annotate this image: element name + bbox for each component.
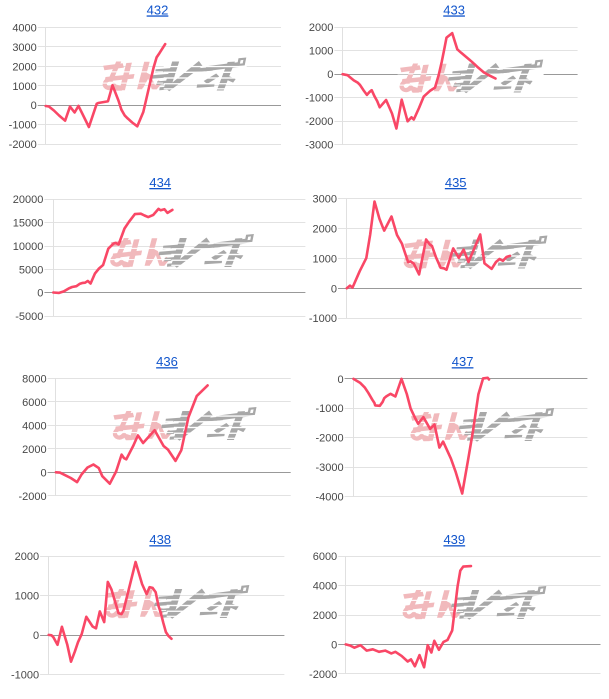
svg-text:1000: 1000 bbox=[15, 591, 39, 603]
svg-text:0: 0 bbox=[40, 467, 46, 479]
svg-text:-5000: -5000 bbox=[15, 311, 43, 323]
svg-text:-4000: -4000 bbox=[315, 492, 343, 504]
svg-text:6000: 6000 bbox=[22, 397, 46, 409]
svg-text:2000: 2000 bbox=[12, 61, 36, 73]
svg-text:-1000: -1000 bbox=[305, 93, 333, 105]
svg-text:437: 437 bbox=[452, 354, 474, 369]
svg-text:0: 0 bbox=[337, 374, 343, 386]
svg-text:435: 435 bbox=[445, 175, 467, 190]
svg-text:0: 0 bbox=[331, 639, 337, 651]
svg-text:15000: 15000 bbox=[13, 218, 44, 230]
svg-text:432: 432 bbox=[147, 2, 169, 17]
svg-text:5000: 5000 bbox=[19, 264, 43, 276]
svg-text:10000: 10000 bbox=[13, 241, 44, 253]
svg-text:-1000: -1000 bbox=[309, 313, 337, 325]
svg-text:4000: 4000 bbox=[12, 22, 36, 34]
svg-text:1000: 1000 bbox=[313, 253, 337, 265]
svg-text:-3000: -3000 bbox=[305, 140, 333, 152]
svg-text:-1000: -1000 bbox=[11, 669, 39, 681]
svg-text:-3000: -3000 bbox=[315, 462, 343, 474]
svg-text:2000: 2000 bbox=[15, 551, 39, 563]
svg-text:0: 0 bbox=[327, 69, 333, 81]
svg-text:8000: 8000 bbox=[22, 373, 46, 385]
svg-text:-1000: -1000 bbox=[315, 403, 343, 415]
svg-text:3000: 3000 bbox=[313, 194, 337, 206]
svg-text:-2000: -2000 bbox=[315, 433, 343, 445]
svg-text:3000: 3000 bbox=[12, 42, 36, 54]
svg-text:0: 0 bbox=[31, 100, 37, 112]
svg-text:436: 436 bbox=[156, 354, 178, 369]
svg-text:0: 0 bbox=[331, 283, 337, 295]
svg-text:434: 434 bbox=[149, 175, 171, 190]
svg-text:2000: 2000 bbox=[309, 22, 333, 34]
svg-text:-2000: -2000 bbox=[309, 669, 337, 681]
svg-text:433: 433 bbox=[443, 2, 465, 17]
svg-text:-2000: -2000 bbox=[305, 116, 333, 128]
svg-text:2000: 2000 bbox=[22, 444, 46, 456]
svg-text:4000: 4000 bbox=[22, 420, 46, 432]
svg-text:4000: 4000 bbox=[313, 581, 337, 593]
svg-text:-2000: -2000 bbox=[9, 139, 37, 151]
svg-text:-1000: -1000 bbox=[9, 120, 37, 132]
svg-text:0: 0 bbox=[33, 630, 39, 642]
svg-text:2000: 2000 bbox=[313, 223, 337, 235]
svg-text:438: 438 bbox=[149, 532, 171, 547]
svg-text:0: 0 bbox=[37, 288, 43, 300]
svg-text:1000: 1000 bbox=[309, 46, 333, 58]
svg-text:20000: 20000 bbox=[13, 194, 44, 206]
svg-text:1000: 1000 bbox=[12, 81, 36, 93]
svg-text:439: 439 bbox=[443, 532, 465, 547]
svg-text:6000: 6000 bbox=[313, 551, 337, 563]
svg-text:-2000: -2000 bbox=[18, 491, 46, 503]
svg-text:2000: 2000 bbox=[313, 610, 337, 622]
